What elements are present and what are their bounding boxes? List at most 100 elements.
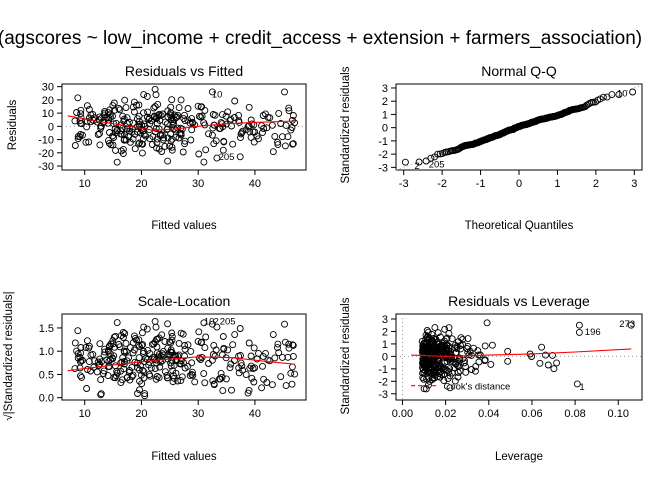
panel-title: Scale-Location bbox=[138, 293, 231, 309]
data-point bbox=[230, 114, 238, 121]
data-point bbox=[107, 356, 114, 363]
data-point bbox=[83, 102, 91, 110]
data-point bbox=[282, 382, 290, 390]
data-point bbox=[73, 347, 81, 355]
x-tick-label: 20 bbox=[135, 178, 147, 190]
data-point bbox=[235, 118, 243, 126]
x-tick-label: -1 bbox=[476, 178, 486, 190]
data-point bbox=[140, 131, 148, 139]
data-point bbox=[100, 367, 108, 375]
data-point bbox=[131, 334, 139, 342]
data-point bbox=[438, 371, 446, 379]
data-point bbox=[93, 368, 101, 376]
data-point bbox=[255, 135, 262, 143]
data-point bbox=[208, 131, 216, 139]
data-point bbox=[211, 352, 219, 360]
data-point bbox=[429, 374, 437, 382]
data-point bbox=[420, 360, 428, 368]
data-point bbox=[145, 116, 153, 123]
data-point bbox=[250, 344, 258, 352]
smooth-line bbox=[411, 348, 632, 357]
data-point bbox=[421, 362, 429, 370]
point-annotations: 273 196 1 bbox=[579, 319, 635, 393]
data-point bbox=[599, 93, 607, 101]
data-point bbox=[161, 338, 169, 345]
data-point bbox=[483, 319, 491, 327]
data-point bbox=[431, 368, 439, 376]
data-point bbox=[74, 327, 82, 335]
data-point bbox=[187, 136, 195, 144]
data-point bbox=[418, 337, 426, 345]
data-point bbox=[441, 325, 449, 333]
data-point bbox=[177, 96, 185, 104]
data-point bbox=[130, 108, 138, 116]
data-point bbox=[549, 351, 556, 359]
y-tick-label: -3 bbox=[378, 389, 388, 401]
data-point bbox=[202, 333, 210, 341]
data-point bbox=[427, 349, 435, 357]
x-tick-label: 0.08 bbox=[564, 408, 585, 420]
data-point bbox=[113, 158, 121, 166]
data-point bbox=[87, 118, 95, 126]
data-point bbox=[83, 123, 91, 131]
data-point bbox=[104, 109, 112, 117]
data-point bbox=[164, 157, 172, 165]
data-point bbox=[164, 134, 172, 142]
data-point bbox=[159, 136, 167, 144]
x-tick-label: 0.02 bbox=[435, 408, 456, 420]
y-tick-label: 0.5 bbox=[39, 369, 54, 381]
data-point bbox=[188, 115, 196, 123]
data-point bbox=[138, 140, 146, 148]
data-point bbox=[575, 321, 583, 329]
data-point bbox=[135, 336, 143, 344]
y-tick-label: 2 bbox=[382, 326, 388, 338]
data-point bbox=[235, 352, 243, 360]
data-point bbox=[287, 126, 295, 134]
data-point bbox=[201, 379, 209, 387]
data-point bbox=[153, 373, 161, 380]
data-point bbox=[422, 385, 430, 393]
data-point bbox=[269, 148, 277, 156]
data-point bbox=[168, 336, 176, 344]
data-point bbox=[210, 140, 218, 148]
data-point bbox=[172, 126, 180, 134]
data-point bbox=[274, 344, 281, 352]
data-point bbox=[441, 342, 449, 350]
data-point bbox=[119, 334, 127, 341]
data-point bbox=[117, 379, 125, 387]
data-point bbox=[134, 390, 141, 397]
data-point bbox=[125, 133, 133, 140]
data-point bbox=[136, 386, 143, 394]
data-point bbox=[104, 372, 112, 380]
data-point bbox=[264, 356, 272, 364]
data-point bbox=[109, 141, 117, 149]
data-point bbox=[110, 333, 118, 341]
y-tick-label: 0 bbox=[382, 351, 388, 363]
data-point bbox=[179, 330, 187, 338]
data-point bbox=[281, 88, 288, 96]
data-point bbox=[140, 109, 147, 117]
x-axis-label: Fitted values bbox=[151, 220, 216, 232]
data-point bbox=[231, 331, 239, 339]
point-label: 10 bbox=[212, 90, 223, 101]
smooth-line bbox=[67, 115, 295, 131]
data-point bbox=[216, 125, 224, 132]
data-point bbox=[117, 147, 125, 155]
data-point bbox=[161, 142, 169, 150]
y-tick-label: 0.0 bbox=[39, 393, 54, 405]
data-point bbox=[181, 342, 189, 349]
point-label: 196 bbox=[585, 327, 601, 338]
data-point bbox=[472, 362, 480, 370]
plot-frame bbox=[61, 313, 307, 401]
data-point bbox=[71, 117, 79, 125]
data-point bbox=[186, 119, 194, 127]
data-point bbox=[231, 97, 239, 105]
data-point bbox=[83, 366, 91, 373]
data-point bbox=[219, 387, 227, 395]
data-point bbox=[285, 104, 293, 112]
data-point bbox=[281, 338, 289, 346]
x-tick-label: 40 bbox=[249, 178, 261, 190]
